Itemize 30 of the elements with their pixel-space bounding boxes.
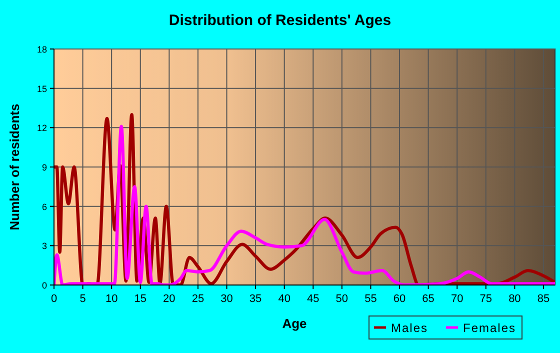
x-tick-label: 45 bbox=[307, 293, 320, 305]
x-axis-title: Age bbox=[282, 316, 307, 331]
x-tick-label: 0 bbox=[50, 293, 58, 305]
legend-label: Males bbox=[391, 321, 428, 335]
x-tick-label: 25 bbox=[192, 293, 204, 305]
x-tick-label: 80 bbox=[508, 293, 521, 305]
x-tick-label: 65 bbox=[422, 293, 434, 305]
x-tick-label: 70 bbox=[450, 293, 464, 305]
x-tick-label: 50 bbox=[336, 293, 348, 305]
y-tick-label: 9 bbox=[42, 162, 47, 172]
y-tick-label: 0 bbox=[42, 280, 47, 290]
y-tick-label: 18 bbox=[36, 44, 47, 54]
y-tick-label: 12 bbox=[36, 123, 47, 134]
chart-title: Distribution of Residents' Ages bbox=[168, 12, 392, 29]
x-tick-label: 85 bbox=[537, 293, 550, 305]
x-tick-label: 30 bbox=[220, 293, 233, 305]
x-tick-label: 40 bbox=[278, 293, 290, 305]
legend-label: Females bbox=[463, 321, 516, 335]
x-tick-label: 5 bbox=[80, 293, 86, 305]
y-tick-label: 3 bbox=[42, 241, 47, 252]
x-tick-label: 15 bbox=[134, 293, 147, 305]
x-tick-label: 60 bbox=[393, 293, 406, 305]
x-tick-label: 75 bbox=[480, 293, 492, 305]
x-tick-label: 55 bbox=[364, 293, 377, 305]
x-tick-label: 35 bbox=[249, 293, 262, 305]
x-tick-label: 10 bbox=[105, 293, 118, 305]
x-tick-label: 20 bbox=[163, 293, 176, 305]
y-axis-title: Number of residents bbox=[7, 104, 22, 230]
y-tick-label: 6 bbox=[42, 202, 47, 212]
y-tick-label: 15 bbox=[36, 84, 47, 94]
